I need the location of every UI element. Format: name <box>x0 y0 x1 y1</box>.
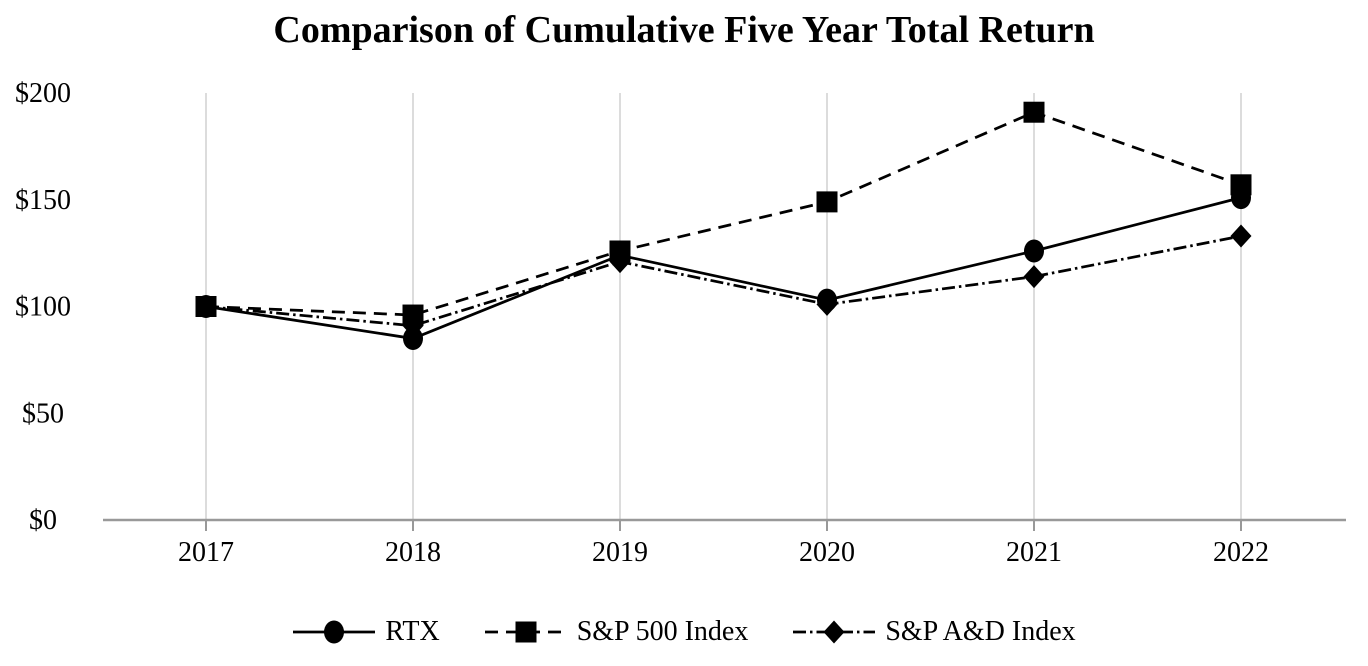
y-tick-label-100: $100 <box>15 292 71 323</box>
legend-marker-diamond-icon <box>823 620 845 644</box>
legend-item-rtx: RTX <box>292 616 440 648</box>
marker-s-p-a-d-index-2017 <box>195 295 217 318</box>
legend-sample-rtx <box>293 620 376 644</box>
marker-s-p-500-index-2022 <box>1230 174 1252 196</box>
y-tick-label-150: $150 <box>15 185 71 216</box>
marker-s-p-a-d-index-2022 <box>1230 224 1252 248</box>
x-tick-label-2022: 2022 <box>1213 537 1269 568</box>
x-tick-label-2020: 2020 <box>799 537 855 568</box>
legend-marker-square-icon <box>515 621 537 643</box>
x-tick-label-2021: 2021 <box>1006 537 1062 568</box>
y-tick-label-200: $200 <box>15 78 71 109</box>
chart-title: Comparison of Cumulative Five Year Total… <box>273 9 1095 51</box>
legend-item-sp500: S&P 500 Index <box>484 616 749 648</box>
legend-label-sp500: S&P 500 Index <box>576 616 749 647</box>
plot-area: $0 $50 $100 $150 $200 2017 2018 2019 2020 2021 202… <box>15 78 1346 568</box>
series-line-rtx <box>205 196 1242 340</box>
legend-sample-sp500 <box>484 621 567 643</box>
marker-s-p-a-d-index-2018 <box>402 314 424 338</box>
marker-rtx-2018 <box>403 327 423 351</box>
marker-rtx-2021 <box>1024 239 1044 263</box>
marker-s-p-500-index-2021 <box>1023 101 1045 123</box>
legend-label-rtx: RTX <box>385 616 440 647</box>
marker-s-p-a-d-index-2021 <box>1023 265 1045 289</box>
legend-label-spad: S&P A&D Index <box>885 616 1076 647</box>
legend-sample-spad <box>793 620 876 644</box>
series-line-s-p-a-d-index <box>205 234 1242 328</box>
legend-marker-circle-icon <box>324 620 345 644</box>
legend: RTX S&P 500 Index S&P A&D Index <box>0 614 1368 650</box>
marker-s-p-500-index-2020 <box>816 191 838 213</box>
x-tick-label-2018: 2018 <box>385 537 441 568</box>
marker-s-p-a-d-index-2019 <box>609 250 631 274</box>
x-tick-label-2019: 2019 <box>592 537 648 568</box>
legend-item-spad: S&P A&D Index <box>792 616 1076 648</box>
marker-s-p-a-d-index-2020 <box>816 292 838 316</box>
y-tick-label-0: $0 <box>29 505 57 536</box>
x-tick-label-2017: 2017 <box>178 537 234 568</box>
series-line-s-p-500-index <box>205 110 1242 317</box>
y-tick-label-50: $50 <box>22 398 64 429</box>
